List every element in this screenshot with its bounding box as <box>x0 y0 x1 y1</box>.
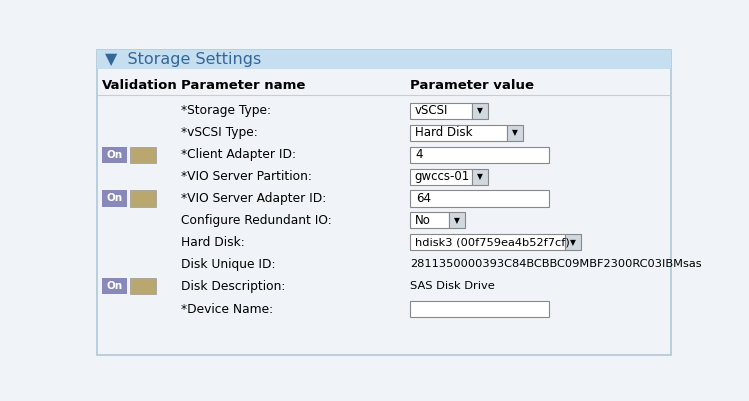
Text: *Device Name:: *Device Name: <box>181 302 273 316</box>
Text: Configure Redundant IO:: Configure Redundant IO: <box>181 214 332 227</box>
Text: *Storage Type:: *Storage Type: <box>181 104 270 117</box>
Text: *Client Adapter ID:: *Client Adapter ID: <box>181 148 296 161</box>
Text: ▼: ▼ <box>512 128 518 137</box>
FancyBboxPatch shape <box>472 103 488 119</box>
FancyBboxPatch shape <box>565 234 581 250</box>
Text: Parameter name: Parameter name <box>181 79 305 92</box>
FancyBboxPatch shape <box>410 213 449 229</box>
FancyBboxPatch shape <box>410 147 549 163</box>
Text: Hard Disk:: Hard Disk: <box>181 236 244 249</box>
Text: ▼: ▼ <box>454 216 460 225</box>
FancyBboxPatch shape <box>410 190 549 207</box>
FancyBboxPatch shape <box>130 190 156 207</box>
FancyBboxPatch shape <box>472 168 488 184</box>
Text: *VIO Server Adapter ID:: *VIO Server Adapter ID: <box>181 192 326 205</box>
FancyBboxPatch shape <box>449 213 465 229</box>
FancyBboxPatch shape <box>130 278 156 294</box>
FancyBboxPatch shape <box>130 147 156 163</box>
Text: Disk Description:: Disk Description: <box>181 279 285 293</box>
Text: gwccs-01: gwccs-01 <box>415 170 470 183</box>
Text: On: On <box>107 194 123 203</box>
Text: On: On <box>107 150 123 160</box>
FancyBboxPatch shape <box>410 103 472 119</box>
FancyBboxPatch shape <box>507 125 523 141</box>
Text: On: On <box>107 281 123 291</box>
Text: *VIO Server Partition:: *VIO Server Partition: <box>181 170 312 183</box>
Text: *vSCSI Type:: *vSCSI Type: <box>181 126 258 139</box>
FancyBboxPatch shape <box>410 301 549 317</box>
Text: vSCSI: vSCSI <box>415 104 448 117</box>
FancyBboxPatch shape <box>103 147 127 163</box>
FancyBboxPatch shape <box>103 190 127 207</box>
Text: Disk Unique ID:: Disk Unique ID: <box>181 258 275 271</box>
FancyBboxPatch shape <box>410 234 565 250</box>
Text: ▼: ▼ <box>570 238 576 247</box>
Text: 64: 64 <box>416 192 431 205</box>
Text: Parameter value: Parameter value <box>410 79 534 92</box>
Text: No: No <box>415 214 431 227</box>
Text: ▼  Storage Settings: ▼ Storage Settings <box>105 52 261 67</box>
FancyBboxPatch shape <box>97 50 671 69</box>
FancyBboxPatch shape <box>103 278 127 294</box>
Text: SAS Disk Drive: SAS Disk Drive <box>410 281 495 291</box>
Text: Hard Disk: Hard Disk <box>415 126 472 139</box>
Text: hdisk3 (00f759ea4b52f7cf): hdisk3 (00f759ea4b52f7cf) <box>415 237 569 247</box>
Text: 4: 4 <box>416 148 423 161</box>
FancyBboxPatch shape <box>410 125 507 141</box>
Text: 2811350000393C84BCBBC09MBF2300RC03IBMsas: 2811350000393C84BCBBC09MBF2300RC03IBMsas <box>410 259 702 269</box>
Text: ▼: ▼ <box>477 172 483 181</box>
Text: ▼: ▼ <box>477 106 483 115</box>
Text: Validation: Validation <box>103 79 178 92</box>
FancyBboxPatch shape <box>410 168 472 184</box>
